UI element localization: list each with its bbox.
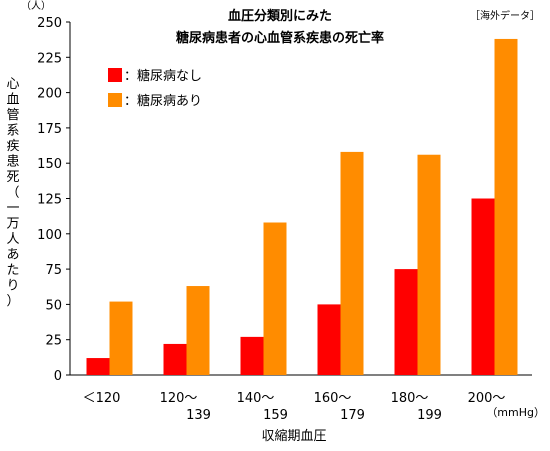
y-axis-label-char: 万 xyxy=(6,217,19,232)
y-tick-label: 175 xyxy=(37,122,62,137)
legend-swatch xyxy=(108,93,122,107)
y-axis-label-char: あ xyxy=(6,248,19,263)
legend-label: ：糖尿病あり xyxy=(124,93,202,109)
bar-diabetes-4 xyxy=(417,154,441,375)
x-tick-labels: ＜120 120～ 139 140～ 159 160～ 179 180～ 199 200～ xyxy=(83,391,506,423)
bar-diabetes-0 xyxy=(109,301,133,375)
y-axis-label-char: 管 xyxy=(6,108,19,123)
bar-no-diabetes-4 xyxy=(394,269,418,375)
y-axis-label-char: 人 xyxy=(6,232,19,247)
bar-no-diabetes-3 xyxy=(317,304,341,375)
bar-no-diabetes-2 xyxy=(240,336,264,375)
chart-title-line-1: 血圧分類別にみた xyxy=(228,8,332,24)
chart-title-line-2: 糖尿病患者の心血管系疾患の死亡率 xyxy=(176,30,384,46)
bar-no-diabetes-1 xyxy=(163,343,187,375)
bar-diabetes-1 xyxy=(186,286,210,375)
x-tick-label: 180～ xyxy=(391,391,429,406)
bar-diabetes-5 xyxy=(494,38,518,375)
y-tick-label: 75 xyxy=(45,263,62,278)
x-axis-label: 収縮期血圧 xyxy=(261,428,326,444)
x-tick-label: 140～ xyxy=(237,391,275,406)
bar-no-diabetes-0 xyxy=(86,358,110,375)
x-tick-label: 199 xyxy=(417,408,442,423)
y-tick-label: 125 xyxy=(37,193,62,208)
legend-swatch xyxy=(108,68,122,82)
legend-label: ：糖尿病なし xyxy=(124,68,202,84)
x-tick-label: 120～ xyxy=(160,391,198,406)
x-tick-label: 139 xyxy=(186,408,211,423)
y-axis-label-char: 心 xyxy=(6,77,19,92)
y-tick-label: 250 xyxy=(37,16,62,31)
y-unit-label: （人） xyxy=(21,0,51,12)
bar-diabetes-2 xyxy=(263,222,287,375)
y-axis-label-char: （ xyxy=(6,186,19,201)
x-tick-label: ＜120 xyxy=(83,391,121,406)
y-axis-label-char: 血 xyxy=(6,93,19,108)
bar-no-diabetes-5 xyxy=(471,198,495,375)
x-unit-label: （mmHg） xyxy=(486,406,545,419)
y-tick-label: 0 xyxy=(54,369,62,384)
y-axis-label-char: た xyxy=(6,263,19,278)
y-tick-labels: 0 25 50 75 100 125 150 175 200 225 250 xyxy=(37,16,70,384)
x-tick-label: 179 xyxy=(340,408,365,423)
y-tick-label: 225 xyxy=(37,51,62,66)
legend: ：糖尿病なし ：糖尿病あり xyxy=(108,68,202,109)
y-tick-label: 100 xyxy=(37,228,62,243)
y-axis-label-char: 一 xyxy=(6,201,19,216)
x-tick-label: 200～ xyxy=(468,391,506,406)
bar-diabetes-3 xyxy=(340,151,364,375)
y-axis-label-char: 患 xyxy=(6,155,19,170)
y-tick-label: 50 xyxy=(45,298,62,313)
bars xyxy=(86,38,518,375)
y-axis-label-char: ） xyxy=(6,294,19,309)
y-axis-label-char: 死 xyxy=(6,170,19,185)
y-tick-label: 150 xyxy=(37,157,62,172)
y-axis-label-char: り xyxy=(6,279,19,294)
x-tick-label: 159 xyxy=(263,408,288,423)
source-note: ［海外データ］ xyxy=(470,9,540,22)
y-axis-label-char: 系 xyxy=(6,124,19,139)
y-tick-label: 25 xyxy=(45,334,62,349)
x-tick-label: 160～ xyxy=(314,391,352,406)
y-tick-label: 200 xyxy=(37,87,62,102)
y-axis-label-char: 疾 xyxy=(6,139,19,154)
